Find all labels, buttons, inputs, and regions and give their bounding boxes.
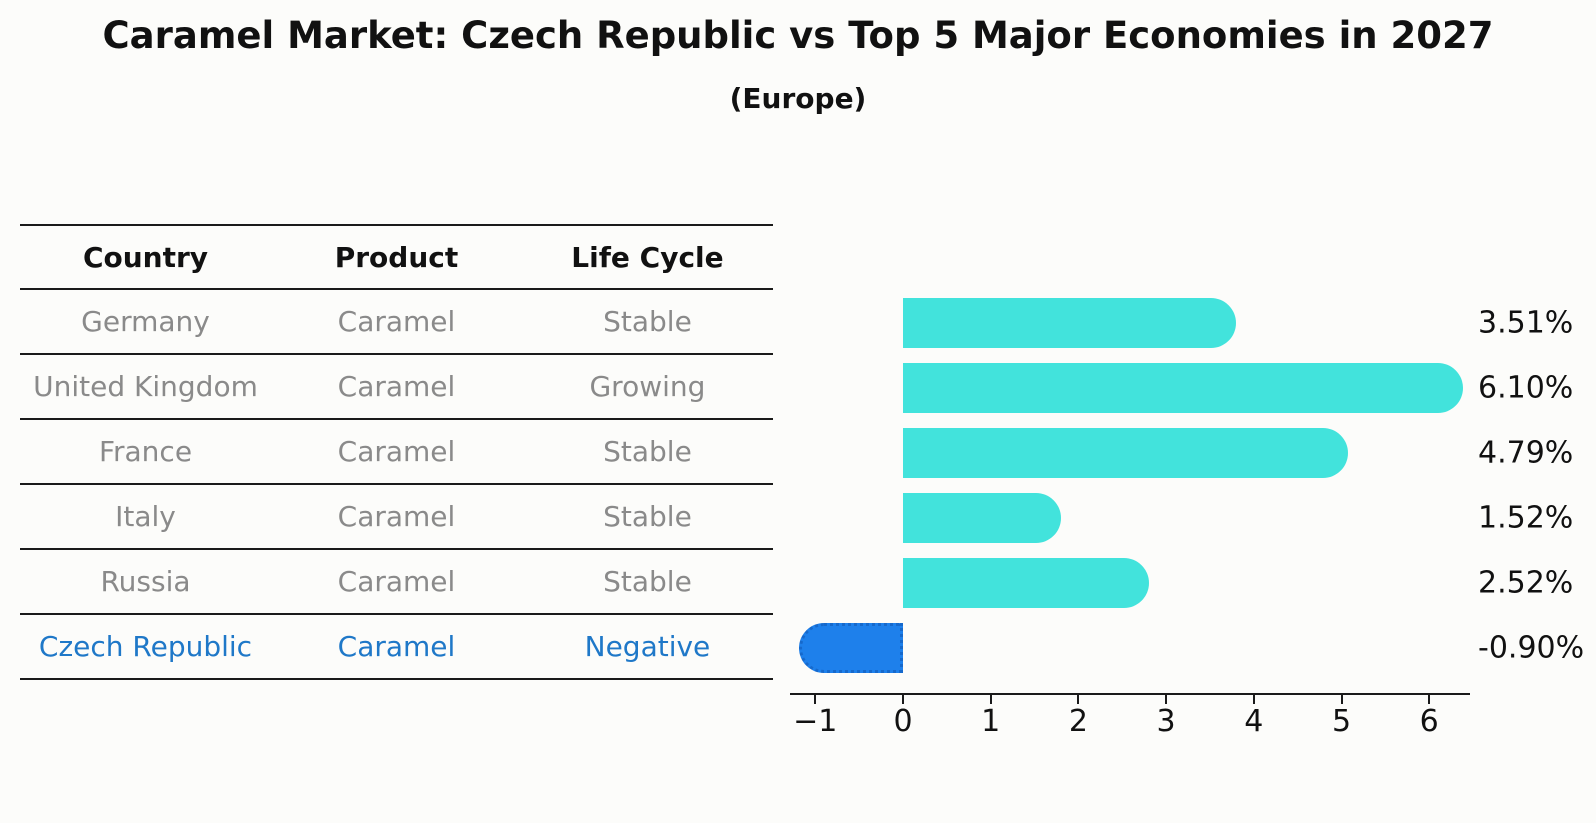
x-tick	[1340, 695, 1343, 704]
value-label: -0.90%	[1478, 630, 1585, 665]
bar-czech-republic	[799, 622, 903, 673]
bar-france	[903, 427, 1349, 478]
country-table: Country Product Life Cycle Germany Caram…	[20, 224, 773, 680]
header-product: Product	[334, 240, 459, 274]
cell-product: Caramel	[337, 500, 456, 533]
cell-life-cycle: Growing	[589, 370, 706, 403]
cell-country: Russia	[100, 565, 191, 598]
x-axis-line	[790, 693, 1470, 695]
header-country: Country	[82, 240, 209, 274]
bar-italy	[903, 492, 1062, 543]
x-tick-label: 4	[1244, 704, 1264, 739]
table-header-row: Country Product Life Cycle	[20, 224, 773, 290]
table-row: Italy Caramel Stable	[20, 485, 773, 550]
x-tick	[1077, 695, 1080, 704]
x-tick	[989, 695, 992, 704]
value-label: 3.51%	[1478, 305, 1574, 340]
cell-life-cycle: Negative	[584, 630, 711, 663]
cell-product: Caramel	[337, 435, 456, 468]
cell-life-cycle: Stable	[603, 565, 692, 598]
header-life-cycle: Life Cycle	[571, 240, 724, 274]
cell-country: Germany	[81, 305, 210, 338]
table-row: United Kingdom Caramel Growing	[20, 355, 773, 420]
x-tick-label: −1	[793, 704, 838, 739]
cell-product: Caramel	[337, 630, 456, 663]
page-subtitle: (Europe)	[729, 82, 867, 115]
cell-product: Caramel	[337, 370, 456, 403]
x-tick	[1428, 695, 1431, 704]
table-row-czech-republic: Czech Republic Caramel Negative	[20, 615, 773, 680]
cell-country: France	[98, 435, 193, 468]
x-tick-label: 6	[1419, 704, 1439, 739]
cell-country: Italy	[115, 500, 176, 533]
x-tick-label: 0	[893, 704, 913, 739]
value-label: 1.52%	[1478, 500, 1574, 535]
x-tick-label: 5	[1331, 704, 1352, 739]
x-tick-label: 2	[1068, 704, 1088, 739]
bar-russia	[903, 557, 1149, 608]
x-tick	[814, 695, 817, 704]
value-label: 2.52%	[1478, 565, 1574, 600]
cell-life-cycle: Stable	[603, 435, 692, 468]
bar-united-kingdom	[903, 362, 1463, 413]
x-tick	[902, 695, 904, 704]
bar-germany	[903, 297, 1236, 348]
x-tick	[1252, 695, 1255, 704]
value-label: 4.79%	[1478, 435, 1574, 470]
x-tick-label: 3	[1156, 704, 1176, 739]
page-title: Caramel Market: Czech Republic vs Top 5 …	[102, 14, 1494, 57]
cell-country: United Kingdom	[33, 370, 258, 403]
value-label: 6.10%	[1478, 370, 1574, 405]
cell-product: Caramel	[337, 305, 456, 338]
table-row: Germany Caramel Stable	[20, 290, 773, 355]
x-tick	[1165, 695, 1168, 704]
table-row: France Caramel Stable	[20, 420, 773, 485]
table-row: Russia Caramel Stable	[20, 550, 773, 615]
cell-product: Caramel	[337, 565, 456, 598]
cell-life-cycle: Stable	[603, 500, 692, 533]
cell-life-cycle: Stable	[603, 305, 692, 338]
cell-country: Czech Republic	[38, 630, 253, 663]
x-tick-label: 1	[981, 704, 1001, 739]
